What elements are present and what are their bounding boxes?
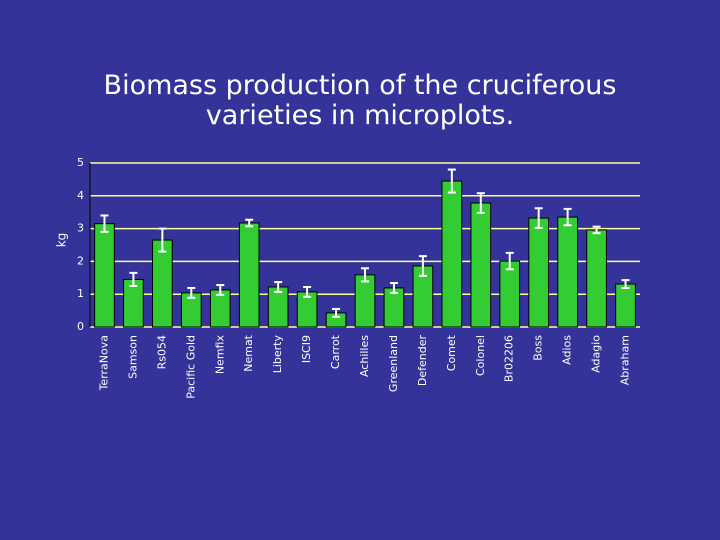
x-tick-label: Adagio [590,335,603,373]
bar [499,260,521,328]
error-bar [418,255,427,277]
x-tick-label: Samson [126,335,139,379]
x-tick-label: Greenland [387,335,400,392]
x-tick-label: Nemat [242,334,255,371]
error-bar [100,214,109,233]
error-bar [505,251,514,271]
x-tick-label: Liberty [271,335,284,374]
error-bar [245,218,254,228]
x-tick-label: Abraham [619,335,632,385]
error-bar [361,267,369,283]
bar [528,217,550,328]
error-bar [476,192,485,214]
error-bar [389,282,398,294]
x-tick-label: Defender [416,335,429,387]
x-tick-label: TerraNova [97,335,110,391]
y-axis-label: kg [55,233,69,248]
error-bar [621,279,630,289]
x-tick-label: Achilles [358,335,371,377]
error-bar [216,284,225,296]
y-tick-label: 4 [77,189,84,202]
bar [238,222,260,328]
error-bar [447,168,456,194]
error-bar [187,286,196,299]
error-bar [332,307,341,318]
error-bar [534,207,543,229]
error-bar [129,271,138,287]
error-bar [158,227,167,253]
y-tick-label: 3 [77,222,84,235]
x-tick-label: Rs054 [155,335,168,369]
x-tick-label: Nemfix [213,335,226,375]
bar [354,274,376,328]
x-tick-label: Boss [532,335,545,361]
y-tick-label: 0 [77,320,84,333]
x-tick-label: Pacific Gold [184,335,197,399]
bar [586,229,607,328]
x-tick-label: Br02206 [503,335,516,382]
error-bar [592,225,601,235]
y-tick-label: 2 [77,254,84,267]
x-tick-label: Adios [561,335,574,365]
y-tick-label: 5 [77,156,84,169]
x-tick-label: Comet [445,334,458,371]
bar [152,239,173,328]
bar [267,286,289,328]
x-tick-label: Carrot [329,334,342,369]
x-tick-label: ISCI9 [300,335,313,363]
error-bar [303,285,312,298]
bar [615,283,636,328]
bar [441,180,463,328]
bar [470,202,492,328]
chart-title: Biomass production of the cruciferous var… [104,70,617,131]
y-tick-label: 1 [77,287,84,300]
error-bar [563,207,572,227]
bar [557,216,578,328]
bar [94,223,115,328]
x-tick-label: Colonel [474,335,487,376]
error-bar [274,281,283,293]
